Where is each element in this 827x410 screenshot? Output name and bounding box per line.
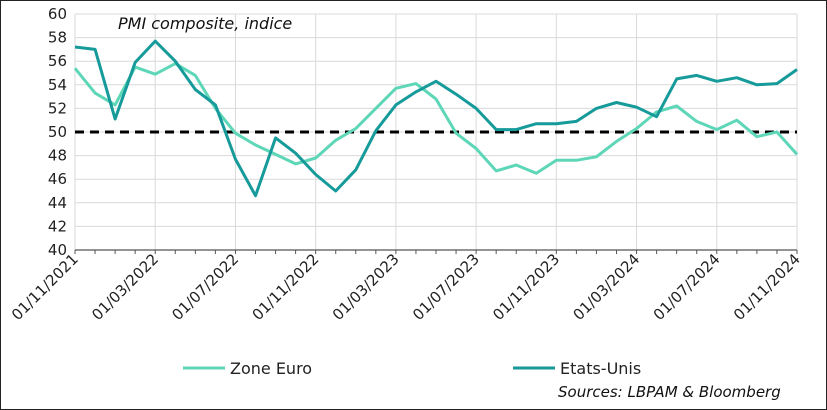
y-tick-label: 58 xyxy=(48,29,67,47)
y-tick-label: 48 xyxy=(48,147,67,165)
legend-label: Etats-Unis xyxy=(560,359,641,378)
y-axis-ticks: 40 42 44 46 48 50 52 54 56 58 60 xyxy=(48,5,67,259)
x-tick-label: 01/03/2022 xyxy=(88,250,162,324)
x-tick-label: 01/07/2022 xyxy=(168,250,242,324)
legend-label: Zone Euro xyxy=(230,359,312,378)
series-lines xyxy=(73,39,799,198)
x-tick-label: 01/11/2022 xyxy=(249,250,323,324)
y-tick-label: 54 xyxy=(48,76,67,94)
x-tick-label: 01/07/2023 xyxy=(409,250,483,324)
y-tick-label: 56 xyxy=(48,52,67,70)
y-tick-label: 60 xyxy=(48,5,67,23)
x-tick-label: 01/07/2024 xyxy=(650,250,724,324)
series-line-etats-unis xyxy=(74,39,798,198)
x-tick-label: 01/11/2024 xyxy=(730,250,804,324)
x-tick-label: 01/11/2021 xyxy=(8,250,82,324)
y-tick-label: 52 xyxy=(48,99,67,117)
source-note: Sources: LBPAM & Bloomberg xyxy=(558,383,781,401)
y-tick-label: 40 xyxy=(48,241,67,259)
x-tick-label: 01/11/2023 xyxy=(489,250,563,324)
x-tick-label: 01/03/2023 xyxy=(329,250,403,324)
chart-title: PMI composite, indice xyxy=(118,14,292,33)
y-tick-label: 46 xyxy=(48,170,67,188)
y-tick-label: 42 xyxy=(48,217,67,235)
y-tick-label: 50 xyxy=(48,123,67,141)
y-tick-label: 44 xyxy=(48,194,67,212)
x-axis: 01/11/2021 01/03/2022 01/07/2022 01/11/2022… xyxy=(8,249,804,324)
legend: Zone Euro Etats-Unis xyxy=(183,359,641,378)
series-line-zone-euro xyxy=(73,62,799,175)
x-tick-label: 01/03/2024 xyxy=(570,250,644,324)
